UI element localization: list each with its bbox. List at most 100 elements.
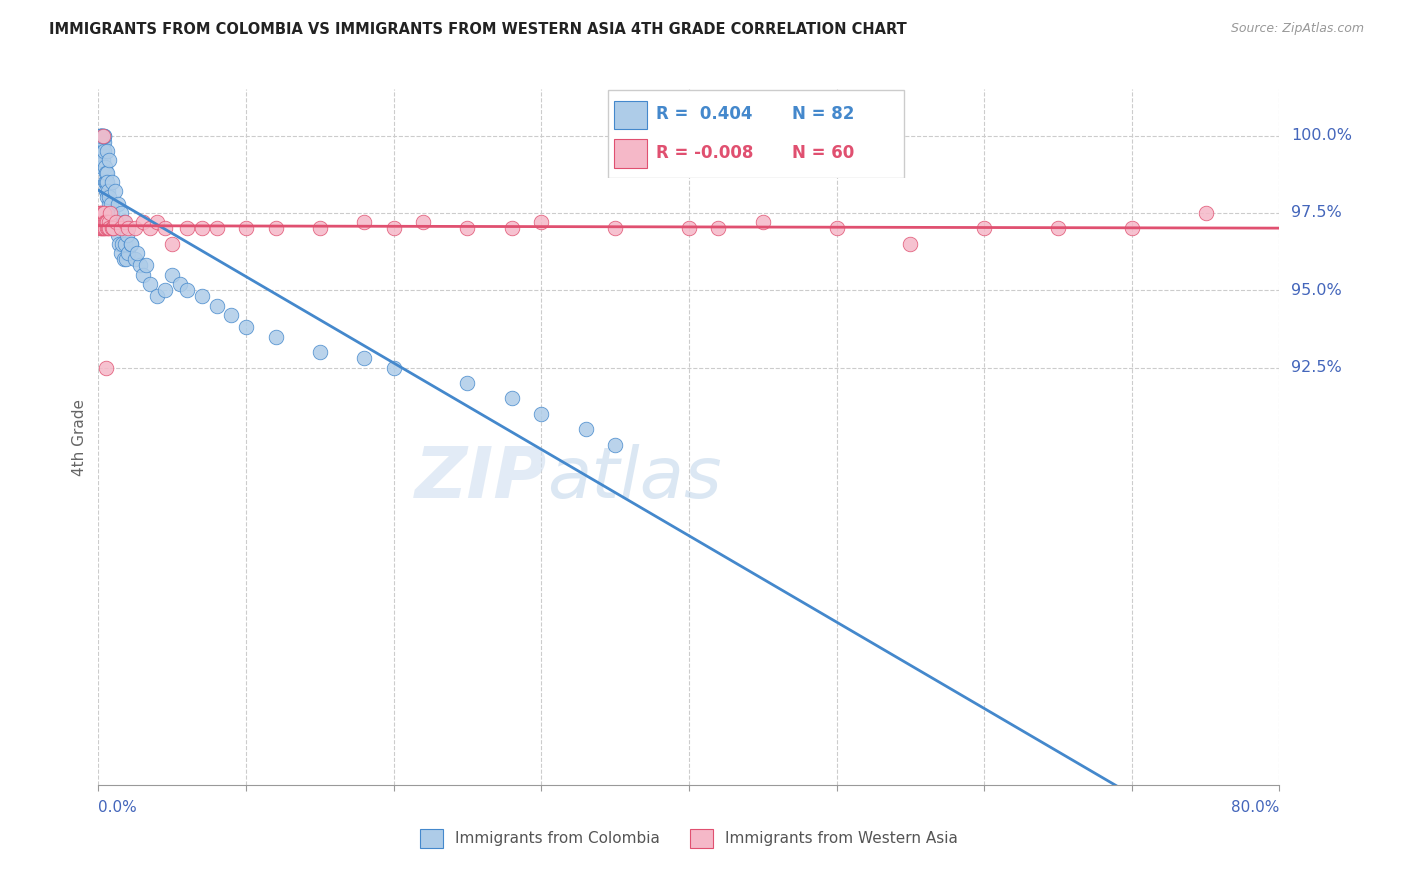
Point [90,128,112,143]
Point [162,268,183,282]
Point [114,236,136,251]
Point [132,268,155,282]
Point [825,221,848,235]
Point [115,252,138,267]
Point [97,184,120,198]
Point [264,329,287,343]
Point [91,206,114,220]
Point [96,221,118,235]
Point [235,221,257,235]
Point [111,236,134,251]
Point [205,299,228,313]
Point [93,215,115,229]
Point [501,392,523,406]
Point [98,190,121,204]
Point [94,160,117,174]
Point [191,221,214,235]
Point [104,215,127,229]
Point [235,320,257,334]
Point [114,215,136,229]
Point [382,221,405,235]
FancyBboxPatch shape [607,90,904,178]
Text: atlas: atlas [547,444,721,513]
Point [96,215,118,229]
Point [107,227,129,242]
Point [96,166,118,180]
Point [91,128,114,143]
Point [91,215,114,229]
Point [90,128,112,143]
Y-axis label: 4th Grade: 4th Grade [72,399,87,475]
Point [353,215,375,229]
Legend: Immigrants from Colombia, Immigrants from Western Asia: Immigrants from Colombia, Immigrants fro… [413,823,965,854]
Point [91,128,114,143]
Point [530,215,553,229]
Text: IMMIGRANTS FROM COLOMBIA VS IMMIGRANTS FROM WESTERN ASIA 4TH GRADE CORRELATION C: IMMIGRANTS FROM COLOMBIA VS IMMIGRANTS F… [49,22,907,37]
Point [96,190,118,204]
Point [605,221,627,235]
Point [90,128,112,143]
Point [128,259,150,273]
Point [412,215,434,229]
Point [91,153,114,168]
Point [103,221,125,235]
Point [456,221,478,235]
Point [139,277,162,291]
Text: ZIP: ZIP [415,444,547,513]
Point [93,128,115,143]
Point [1195,206,1218,220]
Point [89,206,111,220]
Point [382,360,405,375]
Point [89,128,111,143]
Point [98,221,121,235]
Bar [613,101,647,129]
Point [93,206,115,220]
Point [309,345,332,359]
Point [93,144,115,158]
Point [93,175,115,189]
Point [1121,221,1143,235]
Point [120,236,142,251]
Point [90,160,112,174]
Point [94,166,117,180]
Point [108,236,131,251]
Point [91,128,114,143]
Point [146,289,169,303]
Text: 80.0%: 80.0% [1232,800,1279,815]
Point [94,184,117,198]
Point [176,221,198,235]
Text: 0.0%: 0.0% [98,800,138,815]
Point [94,215,117,229]
Point [1046,221,1069,235]
Point [191,289,214,303]
Text: N = 60: N = 60 [792,145,855,162]
Point [100,206,122,220]
Point [90,144,112,158]
Text: R = -0.008: R = -0.008 [657,145,754,162]
Point [101,175,124,189]
Point [90,221,112,235]
Point [98,206,121,220]
Point [153,283,176,297]
Point [605,438,627,452]
Point [707,221,730,235]
Point [97,215,120,229]
Point [135,259,157,273]
Point [100,196,122,211]
Point [105,215,128,229]
Point [94,175,117,189]
Point [139,221,162,235]
Point [98,153,121,168]
Point [97,196,120,211]
Point [153,221,176,235]
Point [94,360,117,375]
Point [124,221,146,235]
Point [90,215,112,229]
Point [107,196,129,211]
Point [89,144,111,158]
Point [751,215,773,229]
Point [91,144,114,158]
Point [176,283,198,297]
Point [90,206,112,220]
Point [530,407,553,421]
